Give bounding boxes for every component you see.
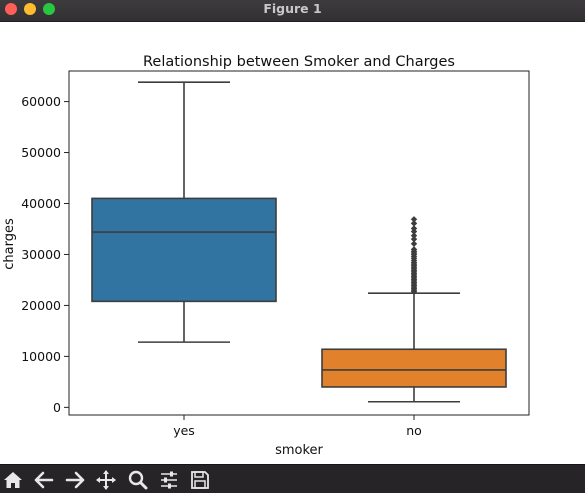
y-tick-label: 30000	[21, 247, 61, 262]
box-plot: Relationship between Smoker and Charges …	[2, 54, 530, 458]
figure-canvas: Relationship between Smoker and Charges …	[0, 22, 585, 464]
x-tick-label: yes	[173, 423, 195, 438]
window-title: Figure 1	[263, 1, 322, 16]
back-icon[interactable]	[32, 469, 56, 491]
outlier-point	[410, 232, 418, 239]
outlier-point	[410, 240, 418, 247]
window-titlebar: Figure 1	[0, 0, 585, 22]
y-tick-label: 20000	[21, 298, 61, 313]
chart-title: Relationship between Smoker and Charges	[143, 54, 455, 70]
close-window-button[interactable]	[5, 3, 17, 15]
home-icon[interactable]	[1, 469, 25, 491]
x-axis-label: smoker	[275, 443, 323, 458]
pan-icon[interactable]	[94, 469, 118, 491]
y-tick-label: 40000	[21, 196, 61, 211]
y-tick-label: 10000	[21, 349, 61, 364]
outlier-point	[410, 225, 418, 232]
outlier-point	[410, 246, 418, 253]
outlier-point	[410, 216, 418, 223]
outlier-point	[410, 220, 418, 227]
box-yes	[91, 197, 277, 303]
save-icon[interactable]	[188, 469, 212, 491]
forward-icon[interactable]	[63, 469, 87, 491]
axes-frame	[68, 70, 530, 416]
y-tick-label: 0	[53, 400, 61, 415]
y-tick-label: 60000	[21, 94, 61, 109]
y-tick-label: 50000	[21, 145, 61, 160]
outlier-point	[410, 235, 418, 243]
x-tick-label: no	[406, 423, 422, 438]
maximize-window-button[interactable]	[43, 3, 55, 15]
zoom-icon[interactable]	[126, 469, 150, 491]
box-no	[321, 348, 507, 388]
minimize-window-button[interactable]	[24, 3, 36, 15]
y-axis-label: charges	[2, 218, 17, 270]
figure-toolbar	[0, 464, 585, 493]
configure-subplots-icon[interactable]	[157, 469, 181, 491]
